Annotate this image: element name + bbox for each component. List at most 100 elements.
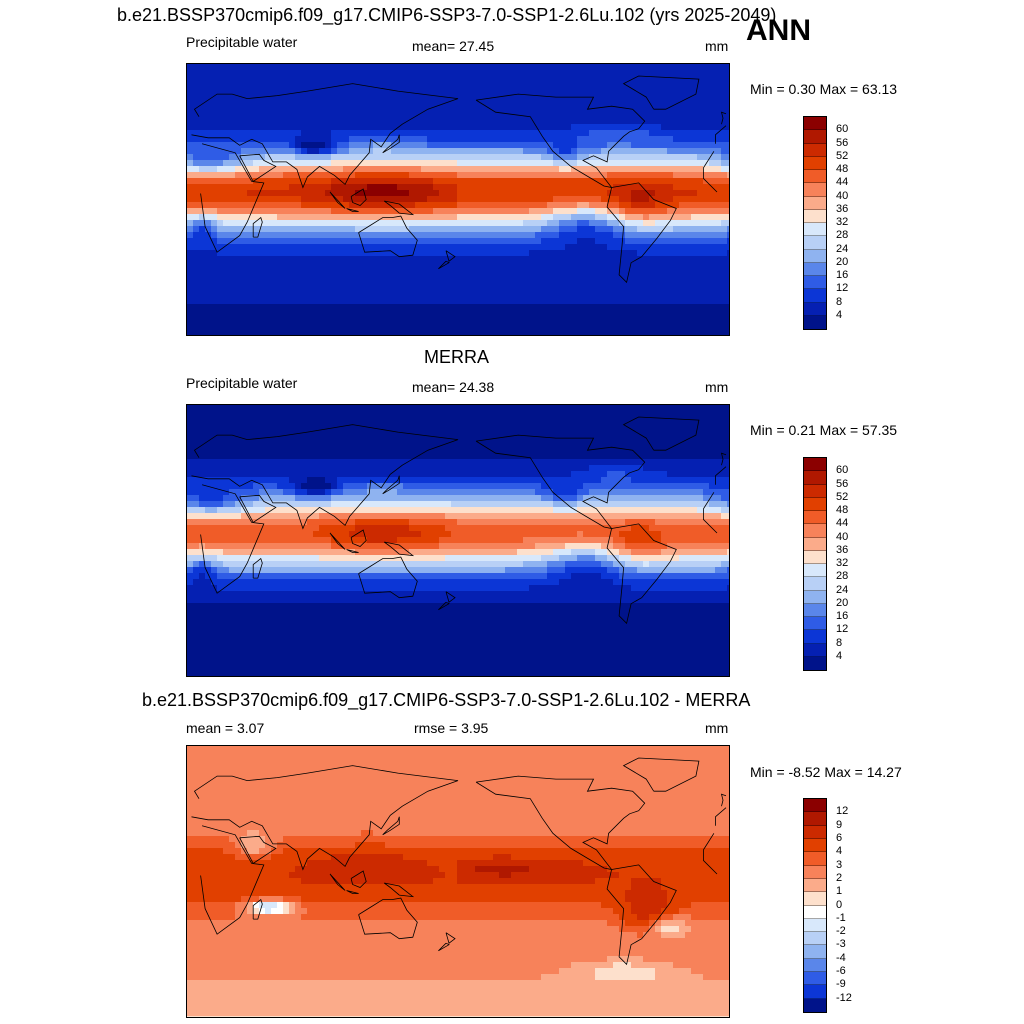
colorbar-swatch: [804, 932, 826, 946]
colorbar-swatch: [804, 603, 826, 617]
coastline: [438, 942, 450, 952]
coastline: [622, 757, 700, 792]
colorbar-swatch: [804, 998, 826, 1012]
colorbar-swatch: [804, 315, 826, 329]
coastline: [329, 532, 346, 550]
colorbar-tick-label: 3: [836, 858, 843, 871]
colorbar-tick-label: 52: [836, 149, 849, 162]
coastline: [606, 182, 677, 284]
colorbar-tick-label: 12: [836, 282, 849, 295]
colorbar-swatch: [804, 302, 826, 316]
colorbar-tick-label: 56: [836, 477, 849, 490]
colorbar-swatch: [804, 117, 826, 131]
coastline: [383, 882, 415, 898]
colorbar-tick-label: 4: [836, 845, 843, 858]
coastline: [383, 200, 415, 216]
coastline: [622, 416, 700, 451]
colorbar-swatch: [804, 209, 826, 223]
panel-1-map: [186, 63, 730, 336]
coastline: [191, 765, 727, 871]
colorbar-swatch: [804, 905, 826, 919]
colorbar-swatch: [804, 892, 826, 906]
coastline: [239, 153, 277, 182]
colorbar-swatch: [804, 656, 826, 670]
panel-2-minmax-label: Min = 0.21 Max = 57.35: [750, 422, 898, 438]
coastline: [200, 825, 718, 935]
coastline: [200, 484, 718, 594]
colorbar-tick-label: 32: [836, 557, 849, 569]
panel-2-title: MERRA: [424, 347, 490, 367]
colorbar-tick-label: 12: [836, 623, 849, 636]
colorbar-tick-label: 56: [836, 136, 849, 149]
colorbar-tick-label: 20: [836, 255, 849, 268]
panel-3-units-label: mm: [705, 720, 729, 736]
coastline: [475, 775, 646, 871]
colorbar-tick-label: 40: [836, 530, 849, 543]
colorbar-tick-label: 2: [836, 871, 843, 884]
colorbar-swatch: [804, 511, 826, 525]
season-label: ANN: [746, 14, 811, 47]
coastline: [350, 529, 367, 547]
colorbar-tick-label: 48: [836, 163, 849, 175]
panel-1-units-label: mm: [705, 38, 729, 54]
colorbar-swatch: [804, 143, 826, 157]
colorbar-swatch: [804, 918, 826, 933]
colorbar-tick-label: -2: [836, 925, 846, 938]
coastline: [346, 890, 359, 894]
coastline: [382, 475, 400, 495]
colorbar-swatch: [804, 156, 826, 170]
colorbar-tick-label: 24: [836, 583, 849, 596]
colorbar-tick-label: 4: [836, 308, 843, 321]
coastline: [239, 494, 277, 523]
colorbar-tick-label: 52: [836, 490, 849, 503]
colorbar-tick-label: 24: [836, 242, 849, 255]
colorbar-swatch: [804, 577, 826, 591]
coastline: [200, 143, 718, 253]
colorbar-swatch: [804, 183, 826, 197]
coastline: [438, 260, 450, 270]
colorbar-tick-label: 12: [836, 805, 849, 818]
coastline: [622, 75, 700, 110]
page-title: b.e21.BSSP370cmip6.f09_g17.CMIP6-SSP3-7.…: [117, 5, 777, 25]
coastline: [191, 83, 727, 189]
colorbar-tick-label: 48: [836, 504, 849, 516]
coastline: [239, 835, 277, 864]
colorbar-tick-label: 60: [836, 464, 849, 477]
coastline: [350, 188, 367, 206]
coastline: [358, 215, 418, 258]
colorbar-swatch: [804, 223, 826, 237]
colorbar-swatch: [804, 958, 826, 973]
colorbar-tick-label: 16: [836, 610, 849, 622]
coastline: [358, 897, 418, 940]
colorbar-swatch: [804, 262, 826, 276]
colorbar-tick-label: 40: [836, 189, 849, 202]
colorbar-swatch: [804, 170, 826, 184]
colorbar-tick-label: 16: [836, 269, 849, 281]
colorbar-swatch: [804, 865, 826, 879]
colorbar-tick-label: 36: [836, 202, 849, 215]
colorbar-tick-label: -3: [836, 938, 846, 951]
colorbar-swatch: [804, 497, 826, 511]
panel-3-colorbar: [803, 798, 827, 1013]
colorbar-tick-label: 8: [836, 636, 843, 649]
map-plot: [187, 405, 729, 676]
colorbar-swatch: [804, 564, 826, 578]
colorbar-swatch: [804, 799, 826, 813]
colorbar-swatch: [804, 985, 826, 999]
colorbar-swatch: [804, 249, 826, 263]
colorbar-swatch: [804, 630, 826, 644]
coastline: [720, 452, 727, 466]
map-plot: [187, 64, 729, 335]
colorbar-swatch: [804, 236, 826, 250]
colorbar-swatch: [804, 524, 826, 538]
colorbar-swatch: [804, 484, 826, 498]
panel-3-mean-label: mean = 3.07: [186, 720, 265, 736]
colorbar-swatch: [804, 471, 826, 485]
panel-3-minmax-label: Min = -8.52 Max = 14.27: [750, 764, 902, 780]
coastline: [445, 932, 456, 944]
coastline: [329, 873, 346, 891]
colorbar-swatch: [804, 643, 826, 657]
colorbar-tick-label: 6: [836, 831, 843, 844]
panel-1-mean-label: mean= 27.45: [412, 38, 495, 54]
colorbar-swatch: [804, 130, 826, 144]
